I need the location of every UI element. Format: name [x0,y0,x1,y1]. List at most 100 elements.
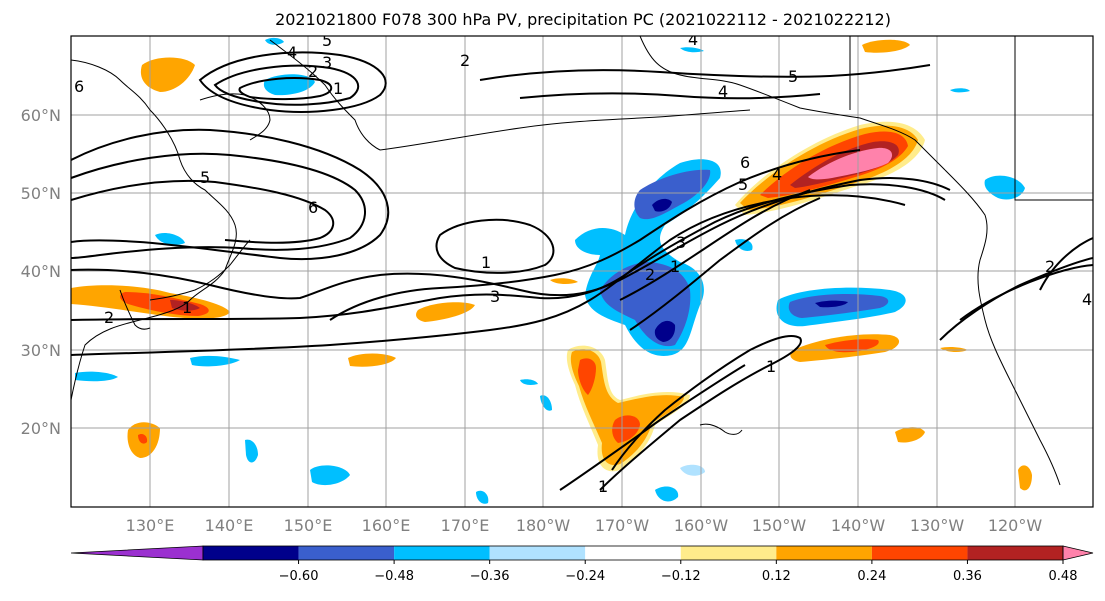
coast-canada-border [1014,36,1093,201]
coast-kamchatka [269,39,381,151]
lon-label: 140°W [831,516,886,535]
pv-contour-east-loop2 [959,264,1093,321]
lon-label: 130°W [910,516,965,535]
pv-contour-big-west2 [71,152,366,259]
lon-label: 160°W [674,516,729,535]
precip-positive-small-2 [348,353,396,367]
pv-label: 2 [104,308,114,327]
colorbar-tick-label: −0.12 [661,569,701,584]
lat-label: 30°N [21,341,61,360]
pv-contour-jet2 [619,189,811,301]
pv-label: 5 [322,31,332,50]
coast-hawaii [699,423,743,435]
pv-label: 1 [598,477,608,496]
pv-label: 3 [490,287,500,306]
colorbar-swatch [298,546,395,560]
pv-contour-north-loop [198,51,387,113]
colorbar-swatch [967,546,1063,560]
precip-negative-small-11 [680,464,705,476]
colorbar-extend-min [70,545,204,561]
pv-contour-jet3 [629,197,821,331]
pv-label: 4 [1082,290,1092,309]
colorbar-swatch [394,546,490,560]
precip-negative-central-navy2 [652,198,672,212]
precip-negative-small-2 [155,232,185,245]
precip-negative-small-3 [75,371,118,382]
precipitation-shading [71,37,1032,504]
pv-label: 6 [74,77,84,96]
coast-okhotsk [199,93,271,141]
pv-label: 1 [481,253,491,272]
pv-contour-south-trough [599,334,802,491]
pv-contour-north-loop3 [238,77,333,101]
lon-label: 160°E [362,516,411,535]
pv-contour-big-west [71,128,390,261]
coast-japan [149,239,251,301]
pv-label: 3 [676,233,686,252]
pv-label: 5 [200,168,210,187]
precip-positive-small-4 [550,278,578,285]
precip-negative-small-1 [265,37,284,45]
coastlines [71,36,1093,486]
pv-label: 2 [460,51,470,70]
precip-negative-small-14 [950,88,970,93]
coast-aleutians [379,109,751,151]
colorbar-swatch [776,546,872,560]
pv-label: 4 [772,165,782,184]
pv-contour-jet [329,149,861,321]
lon-label: 120°W [988,516,1043,535]
precip-positive-subtropic-red [578,358,596,395]
colorbar-swatch [871,546,968,560]
colorbar-tick-label: −0.36 [470,569,510,584]
longitude-labels: 130°E 140°E 150°E 160°E 170°E 180°W 170°… [126,516,1043,535]
pv-label: 2 [308,62,318,81]
pv-contours [71,51,1093,491]
pv-label: 2 [1045,257,1055,276]
lat-label: 40°N [21,262,61,281]
pv-contour-south-trough2 [559,364,746,491]
pv-label: 4 [688,30,698,49]
coast-asia-east [71,59,237,401]
pv-contour-east-loop [939,257,1093,341]
pv-contour-center-low [435,218,555,274]
precip-positive-east-red [825,339,879,353]
pv-label: 1 [182,298,192,317]
latitude-labels: 60°N 50°N 40°N 30°N 20°N [21,106,61,438]
lon-label: 130°E [126,516,175,535]
colorbar-swatch [489,546,586,560]
coast-north-america [944,169,1061,486]
pv-contour-big-west3 [71,179,335,244]
pv-label: 3 [322,53,332,72]
lon-label: 180°W [516,516,571,535]
precip-positive-subtropic-red2 [612,415,640,443]
pv-contour-east-loop3 [1039,237,1093,291]
pv-label: 6 [740,153,750,172]
precip-negative-small-10 [655,486,679,502]
precip-positive-small-7 [1018,465,1032,491]
precip-negative-small-9 [520,379,538,385]
pv-contour-wave3 [71,194,906,356]
pv-label: 1 [333,79,343,98]
colorbar-frame [202,545,1064,561]
precip-positive-gulf-alaska-pink [808,147,893,180]
pv-label: 5 [738,175,748,194]
precip-positive-north-kam [140,57,195,92]
precip-positive-small-6 [895,427,925,443]
lon-label: 170°E [441,516,490,535]
colorbar-tick-label: 0.36 [953,569,982,584]
pv-label: 5 [788,67,798,86]
figure-title: 2021021800 F078 300 hPa PV, precipitatio… [275,10,891,29]
pv-contour-wave2 [71,183,946,321]
pv-label: 6 [308,198,318,217]
lon-label: 140°E [205,516,254,535]
precip-negative-central-navy [654,320,676,342]
colorbar-tick-label: −0.24 [565,569,605,584]
precip-positive-subtropic-orange [570,349,684,466]
colorbar-tick-label: −0.60 [279,569,319,584]
colorbar-swatch [680,546,777,560]
map-border [70,35,1094,508]
pv-label: 1 [766,357,776,376]
precip-negative-small-5 [310,465,350,486]
pv-contour-north-5 [479,64,931,81]
